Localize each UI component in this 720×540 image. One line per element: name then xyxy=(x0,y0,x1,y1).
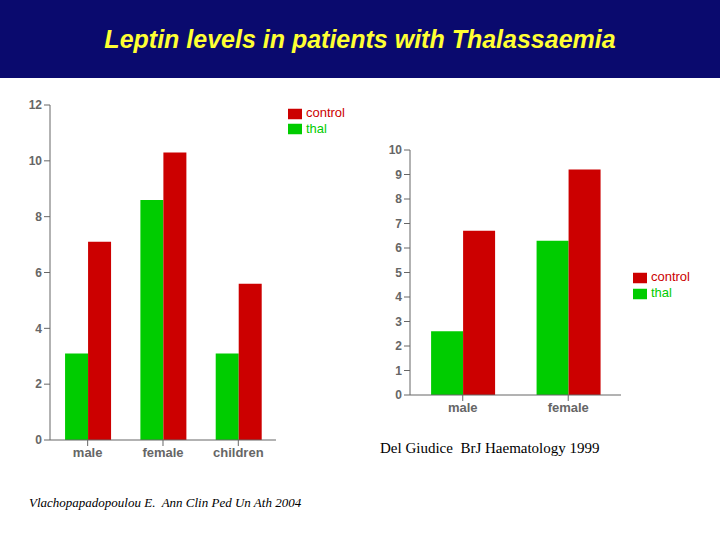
svg-text:0: 0 xyxy=(35,433,42,447)
svg-text:8: 8 xyxy=(395,192,402,206)
svg-text:7: 7 xyxy=(395,217,402,231)
html-text:thal: thal xyxy=(306,120,327,136)
html-text:control: control xyxy=(651,269,690,285)
html-text:control: control xyxy=(306,105,345,120)
svg-text:10: 10 xyxy=(29,154,43,168)
svg-text:2: 2 xyxy=(395,339,402,353)
svg-text:children: children xyxy=(213,445,264,460)
svg-text:9: 9 xyxy=(395,168,402,182)
svg-text:4: 4 xyxy=(395,290,402,304)
svg-text:3: 3 xyxy=(395,315,402,329)
html-text:Vlachopapadopoulou E. Ann Clin: Vlachopapadopoulou E. Ann Clin Ped Un At… xyxy=(29,495,302,510)
svg-text:8: 8 xyxy=(35,210,42,224)
svg-text:0: 0 xyxy=(395,388,402,402)
svg-text:2: 2 xyxy=(35,377,42,391)
svg-text:male: male xyxy=(73,445,103,460)
svg-text:4: 4 xyxy=(35,322,42,336)
svg-text:12: 12 xyxy=(29,98,43,112)
svg-text:1: 1 xyxy=(395,364,402,378)
svg-text:6: 6 xyxy=(395,241,402,255)
svg-text:male: male xyxy=(448,400,478,415)
html-text:thal: thal xyxy=(651,285,672,300)
svg-text:6: 6 xyxy=(35,266,42,280)
svg-text:female: female xyxy=(548,400,589,415)
svg-text:10: 10 xyxy=(389,143,403,157)
html-text:Del Giudice BrJ Haematology 19: Del Giudice BrJ Haematology 1999 xyxy=(380,440,600,456)
svg-text:5: 5 xyxy=(395,266,402,280)
svg-text:female: female xyxy=(142,445,183,460)
html-text:Leptin levels in patients with: Leptin levels in patients with Thalassae… xyxy=(104,24,616,53)
